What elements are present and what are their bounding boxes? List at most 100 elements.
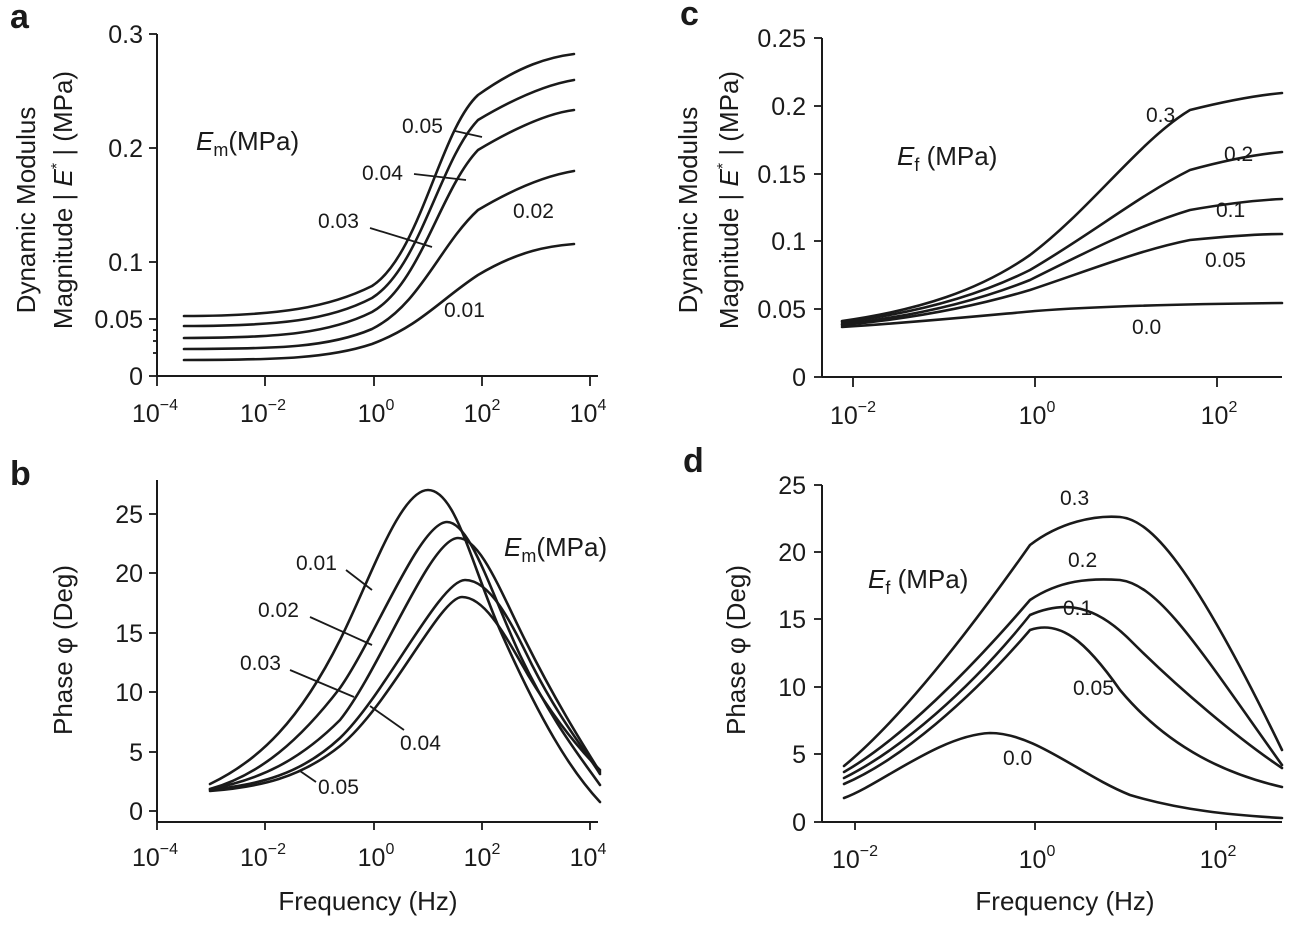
x-tick-label-a-1e-2: 10−2 [240, 397, 286, 428]
curve-d-ef-0.2 [842, 578, 1284, 774]
series-label-b-0.05: 0.05 [318, 776, 359, 799]
x-axis-label-b: Frequency (Hz) [278, 886, 457, 916]
x-ticks-b [156, 822, 591, 830]
y-ticks-b [149, 513, 157, 812]
y-ticks-c [814, 37, 822, 378]
y-axis-label-c-line1: Dynamic Modulus [673, 107, 703, 314]
x-tick-label-a-1e2: 102 [464, 397, 501, 428]
panel-letter-c: c [680, 0, 699, 33]
y-tick-label-b-10: 10 [115, 679, 143, 707]
curve-a-em-0.03 [182, 108, 576, 340]
x-tick-label-b-1e4: 104 [570, 841, 607, 872]
panel-c-modulus-chart: 0.25 0.2 0.15 0.1 0.05 0 10−2 100 102 Dy… [673, 25, 1284, 430]
series-label-a-0.01: 0.01 [444, 299, 485, 322]
x-ticks-a [156, 376, 591, 386]
y-ticks-d [814, 484, 822, 823]
series-label-b-0.03: 0.03 [240, 652, 281, 675]
panel-letter-a: a [10, 0, 30, 36]
y-tick-label-d-10: 10 [778, 674, 806, 702]
y-tick-label-a-0.05: 0.05 [94, 306, 143, 334]
x-tick-label-b-1e-2: 10−2 [240, 841, 286, 872]
series-c [840, 91, 1284, 329]
annotations-a: 0.05 0.04 0.03 0.02 0.01 [318, 115, 554, 322]
y-axis-label-b: Phase φ (Deg) [48, 565, 78, 735]
y-tick-label-c-0.25: 0.25 [757, 25, 806, 53]
annotations-b: 0.01 0.02 0.03 0.04 0.05 [240, 552, 441, 799]
y-tick-label-b-5: 5 [129, 739, 143, 767]
series-label-b-0.04: 0.04 [400, 732, 441, 755]
x-tick-label-a-1e4: 104 [570, 397, 607, 428]
curve-d-ef-0.0 [842, 731, 1284, 820]
legend-title-c: Ef (MPa) [897, 141, 997, 175]
series-label-a-0.03: 0.03 [318, 210, 359, 233]
panel-a-modulus-chart: 0.3 0.2 0.1 0.05 0 10−4 10−2 100 102 104… [11, 21, 606, 428]
series-label-a-0.04: 0.04 [362, 162, 403, 185]
series-label-d-0.2: 0.2 [1068, 549, 1097, 572]
series-label-d-0.1: 0.1 [1063, 597, 1092, 620]
y-axis-label-a-line2: Magnitude | E* | (MPa) [48, 71, 78, 329]
y-tick-label-c-0.15: 0.15 [757, 161, 806, 189]
series-label-c-0.1: 0.1 [1216, 199, 1245, 222]
y-tick-label-d-15: 15 [778, 606, 806, 634]
curve-b-em-0.03 [208, 536, 602, 791]
x-tick-label-b-1e0: 100 [358, 841, 395, 872]
x-tick-label-b-1e-4: 10−4 [132, 841, 178, 872]
y-tick-label-d-25: 25 [778, 472, 806, 500]
series-label-a-0.02: 0.02 [513, 200, 554, 223]
y-tick-label-d-0: 0 [792, 809, 806, 837]
panel-b-phase-chart: 0 5 10 15 20 25 10−4 10−2 100 102 104 Fr… [48, 480, 607, 916]
series-a [182, 52, 576, 362]
curve-b-em-0.04 [208, 578, 602, 792]
panel-d-phase-chart: 25 20 15 10 5 0 10−2 100 102 Frequency (… [721, 472, 1284, 916]
series-label-c-0.05: 0.05 [1205, 249, 1246, 272]
series-label-d-0.0: 0.0 [1003, 747, 1032, 770]
x-axis-label-d: Frequency (Hz) [975, 886, 1154, 916]
y-tick-label-a-0: 0 [129, 363, 143, 391]
curve-c-ef-0.3 [840, 91, 1284, 323]
y-tick-label-c-0.1: 0.1 [771, 228, 806, 256]
x-tick-label-d-1e0: 100 [1019, 843, 1056, 874]
curve-c-ef-0.2 [840, 150, 1284, 324]
y-axis-label-d: Phase φ (Deg) [721, 565, 751, 735]
x-ticks-c [852, 377, 1218, 387]
curve-a-em-0.05 [182, 52, 576, 318]
series-d [842, 515, 1284, 820]
annotations-d: 0.3 0.2 0.1 0.05 0.0 [1003, 487, 1114, 770]
annotations-c: 0.3 0.2 0.1 0.05 0.0 [1132, 104, 1253, 339]
legend-title-a: Em(MPa) [196, 126, 299, 160]
y-tick-label-d-20: 20 [778, 539, 806, 567]
curve-b-em-0.01 [208, 488, 602, 804]
y-tick-label-c-0.05: 0.05 [757, 296, 806, 324]
y-tick-label-c-0: 0 [792, 364, 806, 392]
y-tick-label-d-5: 5 [792, 741, 806, 769]
y-tick-label-a-0.3: 0.3 [108, 21, 143, 49]
legend-title-b: Em(MPa) [504, 532, 607, 566]
series-label-a-0.05: 0.05 [402, 115, 443, 138]
y-tick-label-c-0.2: 0.2 [771, 93, 806, 121]
curve-a-em-0.04 [182, 78, 576, 328]
y-tick-label-a-0.2: 0.2 [108, 135, 143, 163]
curve-b-em-0.05 [208, 595, 602, 793]
series-label-b-0.02: 0.02 [258, 599, 299, 622]
x-tick-label-d-1e-2: 10−2 [832, 843, 878, 874]
curve-c-ef-0.0 [840, 301, 1284, 329]
y-tick-label-b-15: 15 [115, 620, 143, 648]
x-tick-label-a-1e0: 100 [358, 397, 395, 428]
y-tick-label-b-20: 20 [115, 560, 143, 588]
y-tick-label-b-0: 0 [129, 798, 143, 826]
series-label-c-0.2: 0.2 [1224, 143, 1253, 166]
curve-d-ef-0.3 [842, 515, 1284, 768]
curve-d-ef-0.1 [842, 605, 1284, 780]
series-label-c-0.3: 0.3 [1146, 104, 1175, 127]
y-axis-label-c-line2: Magnitude | E* | (MPa) [714, 71, 744, 329]
x-tick-label-c-1e2: 102 [1201, 399, 1238, 430]
y-axis-label-a-line1: Dynamic Modulus [11, 107, 41, 314]
series-label-d-0.05: 0.05 [1073, 677, 1114, 700]
x-ticks-d [854, 822, 1217, 830]
y-tick-label-b-25: 25 [115, 501, 143, 529]
y-ticks-a [149, 33, 157, 377]
series-label-b-0.01: 0.01 [296, 552, 337, 575]
curve-a-em-0.02 [182, 169, 576, 351]
x-tick-label-a-1e-4: 10−4 [132, 397, 178, 428]
x-tick-label-c-1e-2: 10−2 [830, 399, 876, 430]
